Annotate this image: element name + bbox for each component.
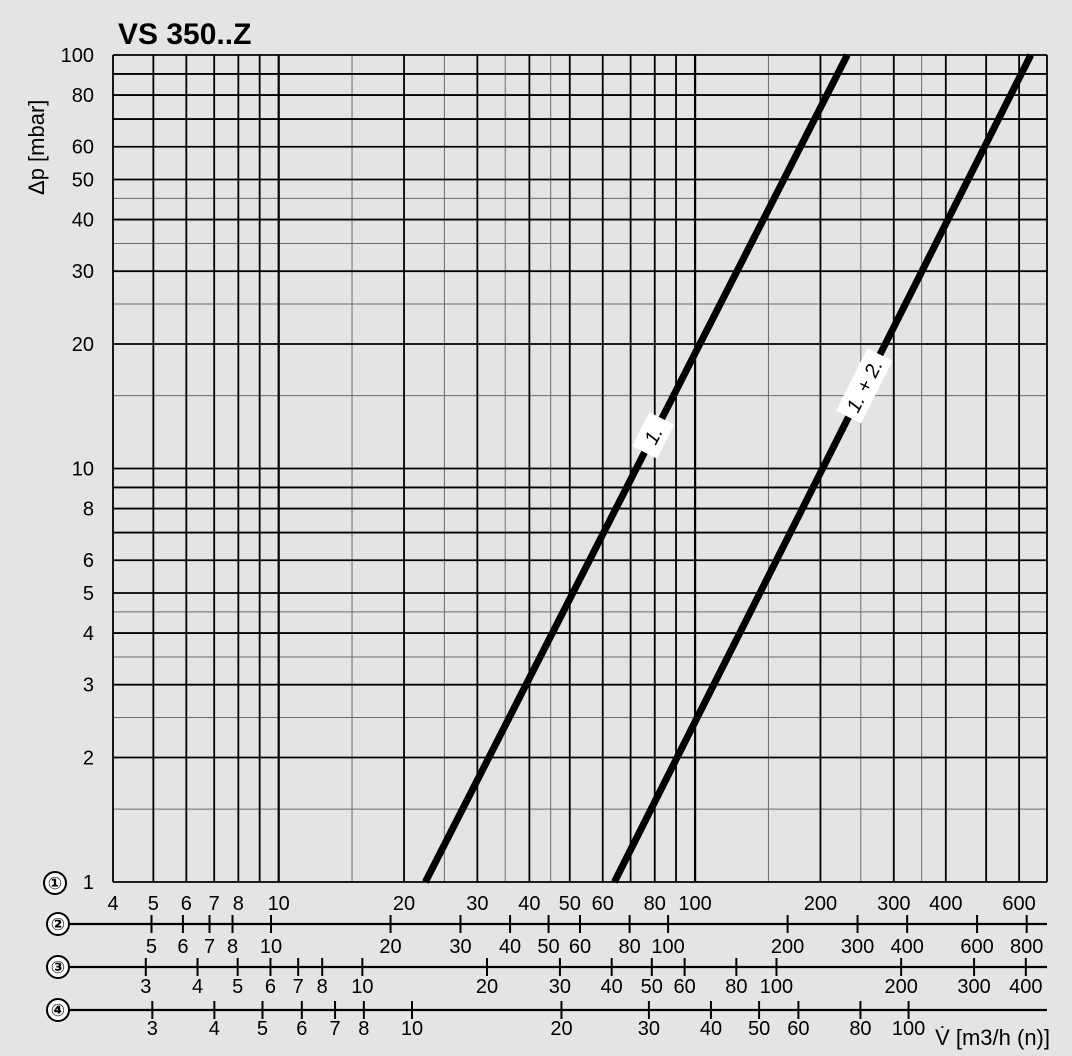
x-tick-label: 100 [760, 976, 793, 998]
x-tick-label: 100 [892, 1018, 925, 1040]
scale-marker-circle [43, 871, 67, 895]
y-tick-label: 6 [83, 550, 94, 572]
x-tick-label: 8 [317, 976, 328, 998]
x-tick-label: 6 [296, 1018, 307, 1040]
x-tick-label: 800 [1010, 936, 1043, 958]
y-tick-label: 8 [83, 499, 94, 521]
x-tick-label: 10 [401, 1018, 423, 1040]
y-tick-label: 80 [72, 85, 94, 107]
y-tick-label: 3 [83, 675, 94, 697]
x-tick-label: 4 [192, 976, 203, 998]
x-tick-label: 400 [1009, 976, 1042, 998]
x-tick-label: 80 [725, 976, 747, 998]
y-tick-label: 100 [61, 45, 94, 67]
x-tick-label: 10 [351, 976, 373, 998]
y-tick-label: 60 [72, 137, 94, 159]
x-tick-label: 7 [204, 936, 215, 958]
curves: 1.1. + 2. [422, 53, 1034, 884]
y-tick-labels: 1 2 3 4 5 6 8 10 20 30 40 50 60 80 100 [61, 45, 94, 894]
x-tick-label: 200 [771, 936, 804, 958]
x-tick-label: 4 [107, 893, 118, 915]
x-tick-label: 400 [929, 893, 962, 915]
x-tick-label: 40 [601, 976, 623, 998]
x-tick-label: 4 [209, 1018, 220, 1040]
x-axis-label: V̇ [m3/h (n)] [935, 1025, 1050, 1050]
x-tick-label: 600 [1002, 893, 1035, 915]
x-tick-label: 7 [329, 1018, 340, 1040]
x-tick-label: 60 [592, 893, 614, 915]
y-tick-label: 30 [72, 261, 94, 283]
x-tick-label: 5 [148, 893, 159, 915]
x-tick-label: 8 [358, 1018, 369, 1040]
x-tick-label: 3 [147, 1018, 158, 1040]
x-tick-label: 600 [960, 936, 993, 958]
x-tick-label: 50 [641, 976, 663, 998]
x-tick-label: 300 [957, 976, 990, 998]
y-axis-label: Δp [mbar] [24, 100, 49, 195]
y-tick-label: 5 [83, 583, 94, 605]
x-tick-label: 6 [181, 893, 192, 915]
series-label-bg [632, 412, 675, 459]
x-tick-label: 20 [393, 893, 415, 915]
x-tick-label: 50 [537, 936, 559, 958]
x-tick-label: 5 [146, 936, 157, 958]
x-tick-label: 80 [849, 1018, 871, 1040]
x-tick-label: 50 [559, 893, 581, 915]
y-tick-label: 20 [72, 334, 94, 356]
x-tick-label: 20 [476, 976, 498, 998]
scale-marker-number: ② [51, 915, 65, 934]
x-tick-label: 300 [841, 936, 874, 958]
grid-major [112, 54, 1048, 883]
x-tick-label: 40 [700, 1018, 722, 1040]
x-tick-label: 6 [265, 976, 276, 998]
y-tick-label: 50 [72, 169, 94, 191]
y-tick-label: 10 [72, 459, 94, 481]
x-tick-label: 8 [233, 893, 244, 915]
x-tick-label: 30 [549, 976, 571, 998]
x-tick-label: 10 [268, 893, 290, 915]
scale-marker-number: ① [48, 874, 62, 893]
x-tick-label: 30 [466, 893, 488, 915]
scale-marker-number: ③ [51, 958, 65, 977]
series-label-group: 1. [632, 412, 675, 459]
y-tick-label: 2 [83, 748, 94, 770]
x-tick-label: 300 [877, 893, 910, 915]
x-tick-label: 60 [569, 936, 591, 958]
x-tick-label: 50 [748, 1018, 770, 1040]
x-tick-label: 5 [257, 1018, 268, 1040]
x-tick-label: 5 [232, 976, 243, 998]
x-tick-label: 40 [518, 893, 540, 915]
x-tick-label: 60 [673, 976, 695, 998]
x-tick-label: 80 [618, 936, 640, 958]
y-tick-label: 1 [83, 872, 94, 894]
x-tick-label: 6 [177, 936, 188, 958]
grid-minor [113, 55, 1047, 882]
x-tick-label: 7 [209, 893, 220, 915]
x-tick-label: 8 [227, 936, 238, 958]
x-tick-label: 200 [884, 976, 917, 998]
x-tick-label: 30 [449, 936, 471, 958]
x-tick-label: 10 [260, 936, 282, 958]
x-tick-label: 20 [379, 936, 401, 958]
scale-marker-number: ④ [51, 1001, 65, 1020]
x-tick-label: 200 [804, 893, 837, 915]
x-tick-label: 100 [651, 936, 684, 958]
x-tick-label: 400 [890, 936, 923, 958]
x-tick-label: 40 [499, 936, 521, 958]
y-tick-label: 40 [72, 210, 94, 232]
y-tick-label: 4 [83, 623, 94, 645]
x-tick-label: 3 [140, 976, 151, 998]
x-tick-label: 30 [638, 1018, 660, 1040]
series-line [611, 53, 1034, 884]
series-label-bg [835, 348, 893, 424]
x-tick-label: 7 [293, 976, 304, 998]
x-tick-label: 100 [678, 893, 711, 915]
x-tick-label: 60 [787, 1018, 809, 1040]
series-line [422, 53, 851, 884]
x-tick-label: 80 [644, 893, 666, 915]
x-tick-label: 20 [550, 1018, 572, 1040]
chart-title: VS 350..Z [118, 18, 251, 51]
